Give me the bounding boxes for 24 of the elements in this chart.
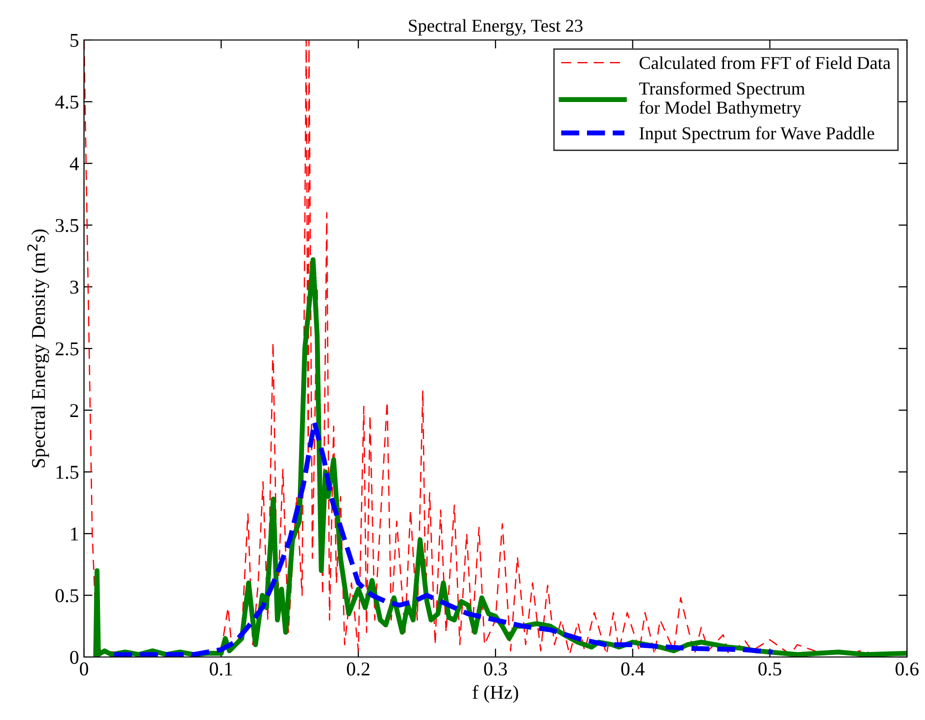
x-tick-label: 0.3 (484, 662, 507, 676)
y-tick-label: 0 (70, 650, 78, 664)
x-tick-label: 0.5 (758, 662, 782, 676)
chart-title: Spectral Energy, Test 23 (408, 19, 583, 36)
y-tick-label: 2 (70, 404, 78, 417)
y-tick-label: 1.5 (56, 466, 78, 479)
legend-label: Calculated from FFT of Field Data (640, 56, 891, 70)
y-axis-title: Spectral Energy Density (m$^{2}$s) (27, 229, 50, 468)
x-tick-label: 0.2 (346, 662, 370, 676)
y-tick-label: 1 (71, 528, 78, 540)
legend-label: Input Spectrum for Wave Paddle (639, 126, 874, 144)
y-tick-label: 3.5 (56, 218, 78, 232)
x-axis-title: f (Hz) (472, 685, 518, 703)
y-tick-label: 4.5 (55, 96, 78, 109)
x-tick-label: 0.4 (621, 662, 645, 676)
legend-label: Transformed Spectrum for Model Bathymetry (639, 82, 805, 118)
x-tick-label: 0.1 (210, 662, 232, 676)
y-tick-label: 0.5 (56, 589, 78, 602)
y-tick-label: 2.5 (56, 342, 78, 356)
x-tick-label: 0 (80, 662, 88, 676)
x-tick-label: 0.6 (896, 662, 919, 676)
y-tick-label: 5 (70, 34, 78, 47)
y-tick-label: 3 (70, 280, 78, 294)
y-tick-label: 4 (70, 157, 79, 170)
